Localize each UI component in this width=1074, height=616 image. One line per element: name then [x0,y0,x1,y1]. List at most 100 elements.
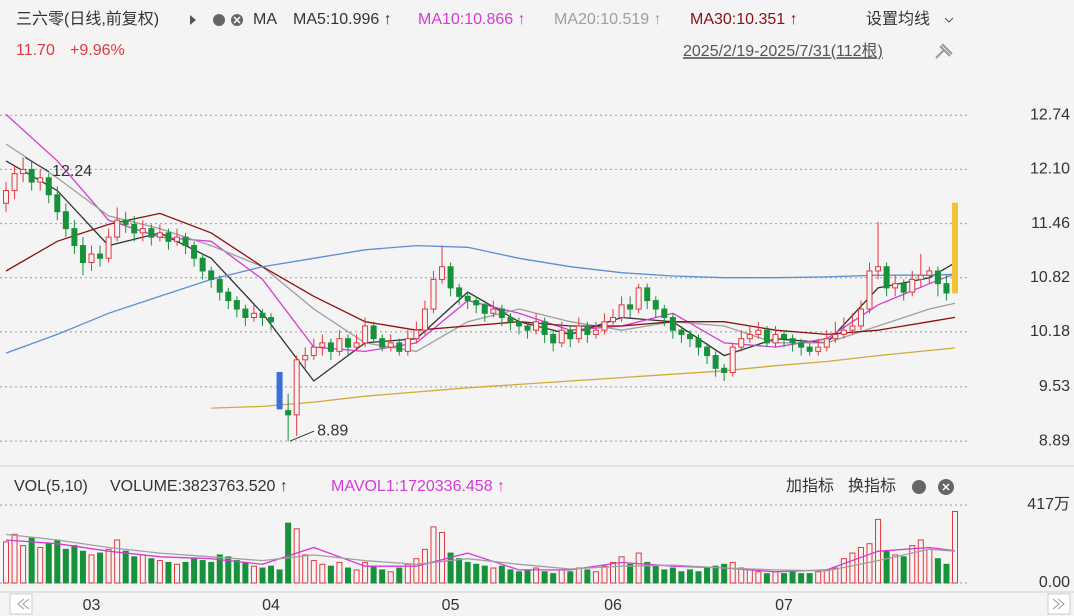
candle-body [199,257,206,272]
candle-body [832,333,839,340]
expand-icon[interactable] [190,15,196,25]
volume-bar [857,546,864,584]
candle-body [387,342,394,348]
volume-bar [362,561,369,584]
volume-bar [686,569,693,584]
scroll-left[interactable] [9,593,33,615]
gear-icon[interactable] [213,14,225,26]
candle-body [550,333,557,344]
volume-bar [242,561,249,584]
candle-body [857,308,864,327]
volume-bar [439,531,446,584]
legend-ma10: MA10:10.866 ↑ [418,11,526,28]
price-change: +9.96% [70,42,125,59]
candle-body [379,338,386,348]
volume-bar [618,556,625,584]
candle-body [353,342,360,348]
volume-bar [259,567,266,584]
volume-bar [909,545,916,584]
candle-body [105,236,112,259]
close-icon-x [942,483,950,491]
volume-bar [823,569,830,584]
candle-body [208,270,215,280]
pin-icon[interactable] [935,43,953,59]
candle-body [165,232,172,242]
gear-icon[interactable] [912,480,926,494]
volume-bar [832,567,839,584]
candle-body [97,253,104,259]
volume-bar [746,569,753,584]
volume-bar [601,565,608,584]
y-tick-label: 417万 [1027,496,1070,513]
y-tick-label: 8.89 [1039,432,1070,449]
candle-body [892,283,899,289]
volume-bar [285,522,292,584]
volume-bar [729,561,736,584]
candle-body [250,312,257,319]
volume-bar [413,558,420,584]
volume-bar [943,563,950,584]
candle-body [875,266,882,272]
legend-mavol1: MAVOL1:1720336.458 ↑ [331,478,505,495]
volume-bar [806,573,813,584]
volume-bar [926,548,933,584]
settings-button[interactable]: 设置均线 [866,10,930,28]
candle-body [191,245,198,259]
volume-bar [533,567,540,584]
candle-body [686,333,693,340]
volume-bar [88,554,95,584]
volume-bar [550,573,557,584]
volume-bar [37,546,44,584]
x-tick-label: 06 [604,597,622,614]
annotation-label: 12.24 [52,163,92,180]
volume-bar [191,558,198,584]
candle-body [71,228,78,247]
candle-body [242,308,249,319]
x-tick-label: 03 [83,597,101,614]
candle-body [695,338,702,348]
dropdown-icon [944,17,954,23]
volume-bar [900,556,907,584]
volume-bar [199,560,206,584]
candle-body [268,317,275,323]
volume-bar [592,571,599,584]
candle-body [122,219,129,225]
candle-body [618,304,625,319]
volume-bar [798,573,805,584]
candle-body [763,329,770,344]
volume-bar [669,567,676,584]
volume-bar [481,565,488,584]
candle-body [661,308,668,319]
candle-body [293,359,300,416]
candle-body [592,329,599,335]
candle-body [652,300,659,310]
stock-title: 三六零(日线,前复权) [16,10,159,28]
volume-bar [952,510,958,584]
candle-body [54,194,61,213]
switch-indicator[interactable]: 换指标 [848,477,896,495]
candle-body [575,325,582,340]
add-indicator[interactable]: 加指标 [786,477,834,495]
volume-bar [233,560,240,584]
scroll-right-icon [1052,598,1065,610]
candle-body [79,245,86,263]
candle-body [430,278,437,310]
candle-body [216,278,223,293]
candle-body [558,329,565,344]
volume-bar [268,565,275,584]
x-tick-label: 07 [775,597,793,614]
candle-body [507,317,514,323]
candle-body [20,168,27,175]
date-range[interactable]: 2025/2/19-2025/7/31(112根) [683,42,883,60]
volume-value: VOLUME:3823763.520 ↑ [110,478,288,495]
volume-bar [156,560,163,584]
volume-bar [892,554,899,584]
legend-ma20: MA20:10.519 ↑ [554,11,662,28]
y-tick-label: 12.10 [1030,161,1070,178]
volume-bar [781,573,788,584]
volume-bar [661,569,668,584]
candle-body [883,266,890,289]
candle-body [815,346,822,352]
candle-body [926,270,933,276]
